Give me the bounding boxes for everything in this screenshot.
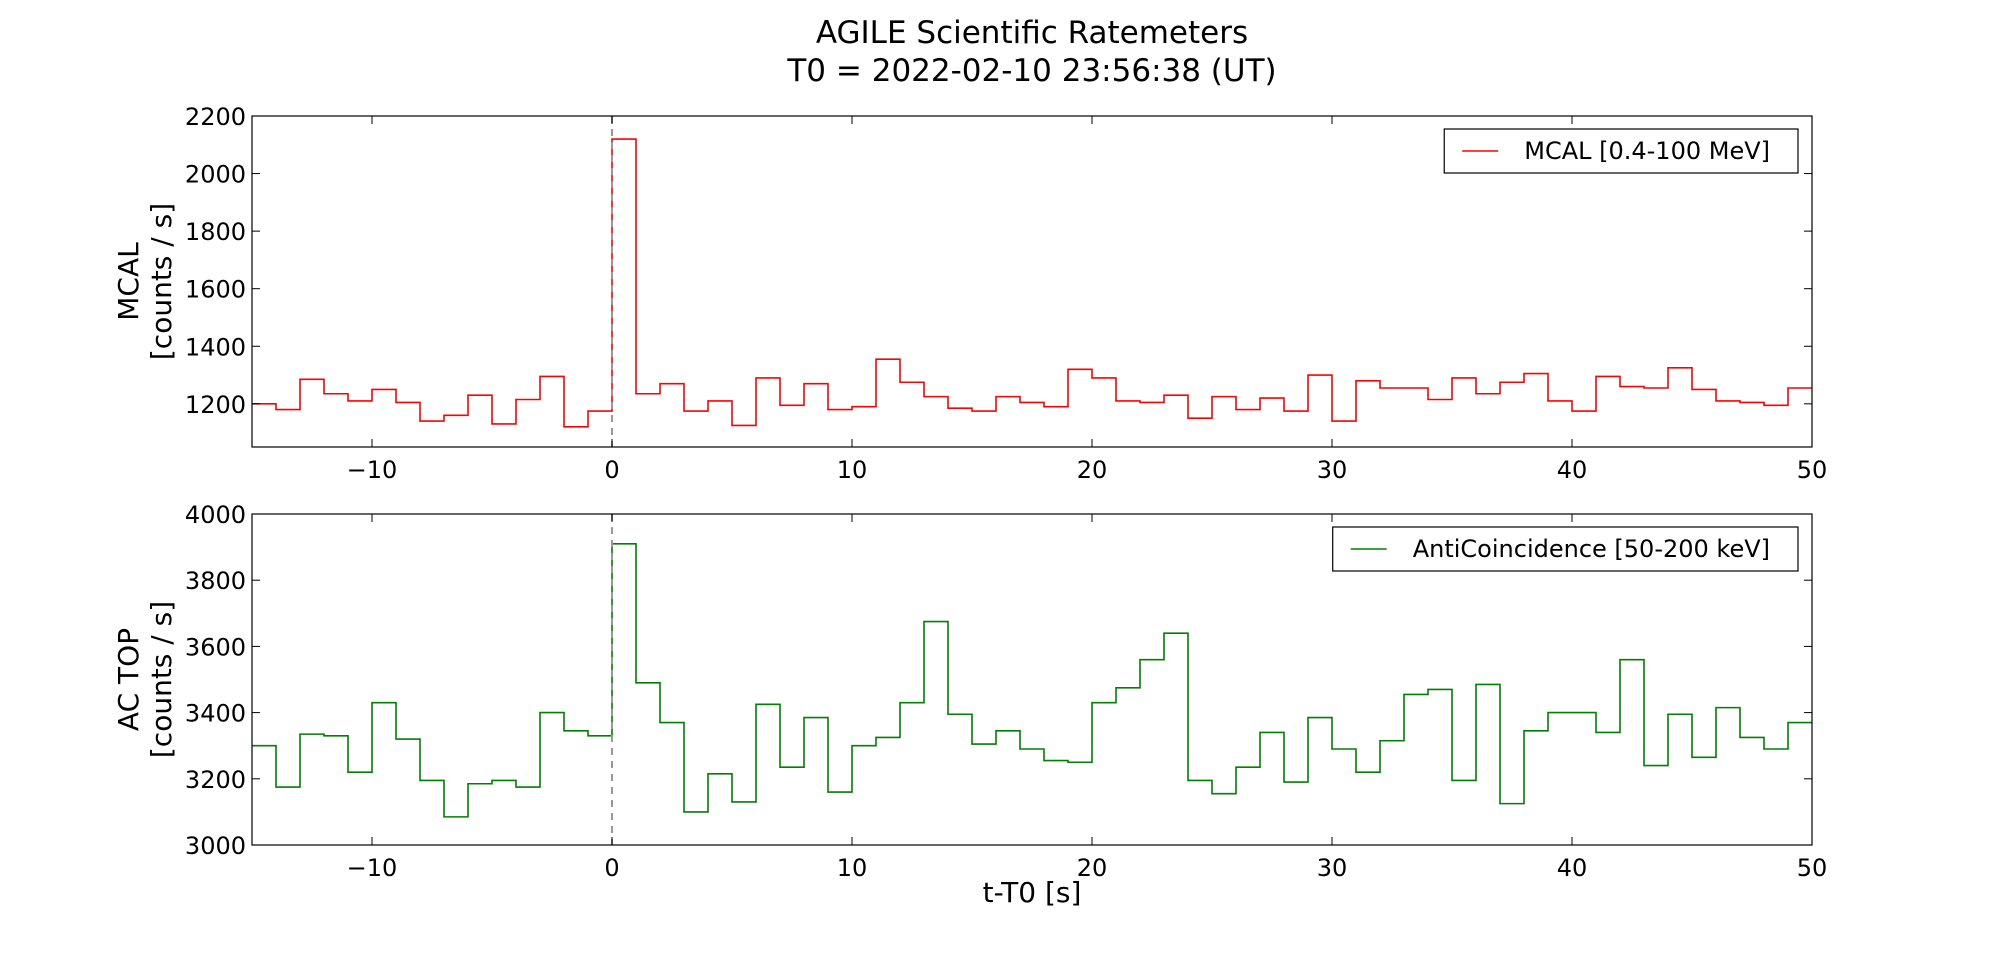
plot-frame bbox=[251, 115, 1813, 448]
y-axis-label-line: [counts / s] bbox=[145, 203, 178, 360]
y-axis-label-line: [counts / s] bbox=[145, 601, 178, 758]
x-tick-label: 20 bbox=[1077, 854, 1108, 882]
x-tick-label: 20 bbox=[1077, 456, 1108, 484]
x-tick-label: 40 bbox=[1557, 854, 1588, 882]
y-tick-label: 1600 bbox=[185, 276, 246, 304]
y-tick-label: 3800 bbox=[185, 567, 246, 595]
y-axis-label-line: MCAL bbox=[112, 242, 145, 321]
x-tick-label: 0 bbox=[604, 854, 619, 882]
y-tick-label: 1200 bbox=[185, 391, 246, 419]
panel-2: −10 0 10 20 30 40 50 3000 3200 3400 3600 3800 4000 AC… bbox=[112, 501, 1827, 882]
y-tick-label: 3200 bbox=[185, 766, 246, 794]
legend-box bbox=[1443, 128, 1799, 174]
x-tick-label: 40 bbox=[1557, 456, 1588, 484]
x-tick-label: 0 bbox=[604, 456, 619, 484]
x-tick-label: −10 bbox=[347, 854, 398, 882]
y-axis-label: AC TOP[counts / s] bbox=[112, 601, 178, 758]
y-tick-label: 4000 bbox=[185, 501, 246, 529]
x-tick-label: −10 bbox=[347, 456, 398, 484]
y-tick-label: 2000 bbox=[185, 161, 246, 189]
plot-frame bbox=[251, 513, 1813, 846]
chart-subtitle: T0 = 2022-02-10 23:56:38 (UT) bbox=[786, 53, 1276, 89]
y-tick-label: 1400 bbox=[185, 333, 246, 361]
x-tick-label: 50 bbox=[1797, 456, 1828, 484]
panel-1: −10 0 10 20 30 40 50 1200 1400 1600 1800 2000 2200 MC… bbox=[112, 103, 1827, 484]
x-tick-label: 30 bbox=[1317, 456, 1348, 484]
legend-label: AntiCoincidence [50-200 keV] bbox=[1413, 535, 1770, 563]
y-axis-label: MCAL[counts / s] bbox=[112, 203, 178, 360]
y-tick-label: 1800 bbox=[185, 218, 246, 246]
legend-label: MCAL [0.4-100 MeV] bbox=[1524, 137, 1770, 165]
chart-title: AGILE Scientific Ratemeters bbox=[816, 15, 1248, 51]
y-tick-label: 3000 bbox=[185, 832, 246, 860]
x-tick-label: 30 bbox=[1317, 854, 1348, 882]
y-axis-label-line: AC TOP bbox=[112, 628, 145, 731]
x-tick-label: 10 bbox=[837, 456, 868, 484]
y-tick-label: 3400 bbox=[185, 700, 246, 728]
x-axis-label: t-T0 [s] bbox=[983, 876, 1082, 909]
y-tick-label: 2200 bbox=[185, 103, 246, 131]
series-line-2 bbox=[252, 542, 1812, 818]
series-line-1 bbox=[252, 138, 1812, 428]
x-tick-label: 10 bbox=[837, 854, 868, 882]
legend-box bbox=[1332, 526, 1799, 572]
panels-group: −10 0 10 20 30 40 50 1200 1400 1600 1800 2000 2200 MC… bbox=[112, 103, 1827, 882]
x-tick-label: 50 bbox=[1797, 854, 1828, 882]
y-tick-label: 3600 bbox=[185, 633, 246, 661]
